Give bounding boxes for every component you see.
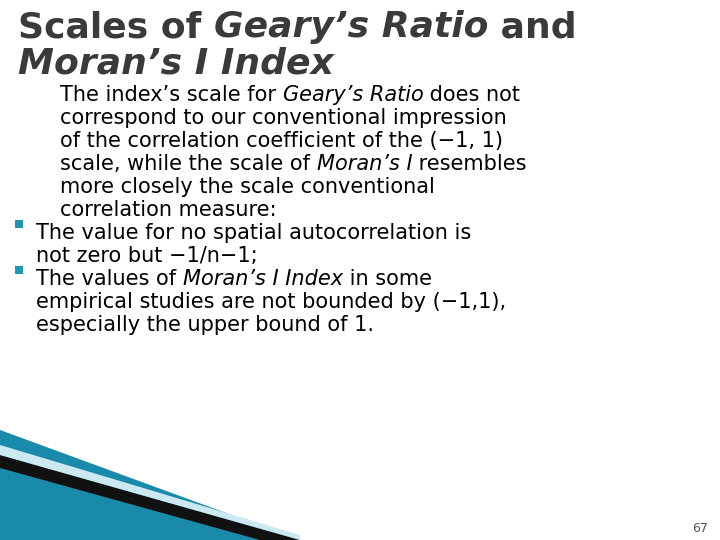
Bar <box>15 220 23 228</box>
Text: correlation measure:: correlation measure: <box>60 200 276 220</box>
Text: empirical studies are not bounded by (−1,1),: empirical studies are not bounded by (−1… <box>36 292 506 312</box>
Text: in some: in some <box>343 269 432 289</box>
Bar <box>15 266 23 274</box>
Text: does not: does not <box>423 85 521 105</box>
Text: The value for no spatial autocorrelation is: The value for no spatial autocorrelation… <box>36 223 472 243</box>
Text: Scales of: Scales of <box>18 10 214 44</box>
Text: 67: 67 <box>692 522 708 535</box>
Text: of the correlation coefficient of the (−1, 1): of the correlation coefficient of the (−… <box>60 131 503 151</box>
Text: resembles: resembles <box>413 154 527 174</box>
Text: especially the upper bound of 1.: especially the upper bound of 1. <box>36 315 374 335</box>
Text: The values of: The values of <box>36 269 183 289</box>
Text: scale, while the scale of: scale, while the scale of <box>60 154 317 174</box>
Text: Geary’s Ratio: Geary’s Ratio <box>214 10 488 44</box>
Text: Moran’s I Index: Moran’s I Index <box>18 46 334 80</box>
Text: and: and <box>488 10 577 44</box>
Text: Geary’s Ratio: Geary’s Ratio <box>283 85 423 105</box>
Text: more closely the scale conventional: more closely the scale conventional <box>60 177 435 197</box>
Text: correspond to our conventional impression: correspond to our conventional impressio… <box>60 108 507 128</box>
Text: Moran’s I Index: Moran’s I Index <box>183 269 343 289</box>
Polygon shape <box>0 430 300 540</box>
Text: not zero but −1/n−1;: not zero but −1/n−1; <box>36 246 258 266</box>
Polygon shape <box>0 455 300 540</box>
Text: The index’s scale for: The index’s scale for <box>60 85 283 105</box>
Polygon shape <box>0 445 300 540</box>
Text: Moran’s I: Moran’s I <box>317 154 413 174</box>
